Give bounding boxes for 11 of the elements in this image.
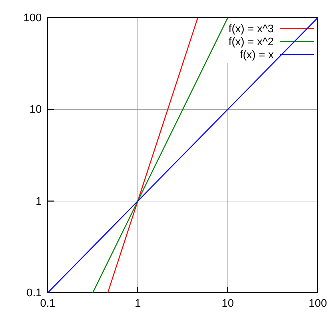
y-tick-label: 10 [30, 104, 42, 116]
y-tick-label: 0.1 [26, 288, 42, 300]
y-tick-label: 1 [36, 196, 42, 208]
legend-label: f(x) = x^2 [228, 36, 274, 48]
legend-label: f(x) = x^3 [228, 23, 274, 36]
y-tick-label: 100 [24, 12, 42, 25]
x-tick-label: 0.1 [40, 298, 56, 310]
x-tick-label: 1 [134, 298, 142, 310]
x-tick-label: 10 [222, 298, 234, 310]
x-tick-label: 100 [308, 298, 328, 310]
legend-label: f(x) = x [240, 49, 274, 62]
